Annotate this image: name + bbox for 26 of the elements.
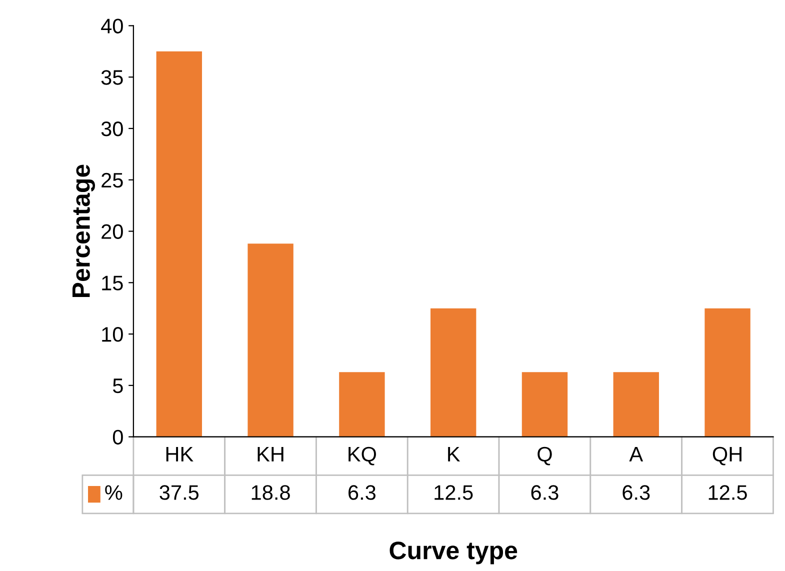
x-tick-label: KH xyxy=(258,447,284,462)
x-tick-label: QH xyxy=(712,446,742,466)
legend-label: % xyxy=(105,485,122,500)
y-tick-label: 15 xyxy=(102,276,123,290)
y-tick-label: 35 xyxy=(101,70,123,85)
y-tick-label: 0 xyxy=(112,430,123,445)
y-tick-label: 40 xyxy=(101,18,123,34)
y-tick-label: 25 xyxy=(102,172,123,188)
data-label: 37.5 xyxy=(160,485,199,500)
data-label: 6.3 xyxy=(531,485,558,500)
data-label: 6.3 xyxy=(622,485,650,500)
x-tick-label: A xyxy=(629,447,644,462)
data-label: 12.5 xyxy=(434,485,473,500)
y-tick-label: 10 xyxy=(102,327,123,342)
x-axis-title: Curve type xyxy=(390,542,518,564)
x-tick-label: K xyxy=(448,447,460,462)
data-label: 12.5 xyxy=(708,485,747,500)
data-label: 6.3 xyxy=(348,485,376,500)
y-axis-title: Percentage xyxy=(72,164,95,297)
y-tick-label: 30 xyxy=(101,121,123,136)
x-tick-label: Q xyxy=(538,446,552,466)
y-tick-label: 5 xyxy=(112,378,123,394)
y-tick-label: 20 xyxy=(102,224,123,240)
x-tick-label: KQ xyxy=(348,446,376,466)
x-tick-label: HK xyxy=(166,447,194,462)
data-label: 18.8 xyxy=(252,485,290,500)
